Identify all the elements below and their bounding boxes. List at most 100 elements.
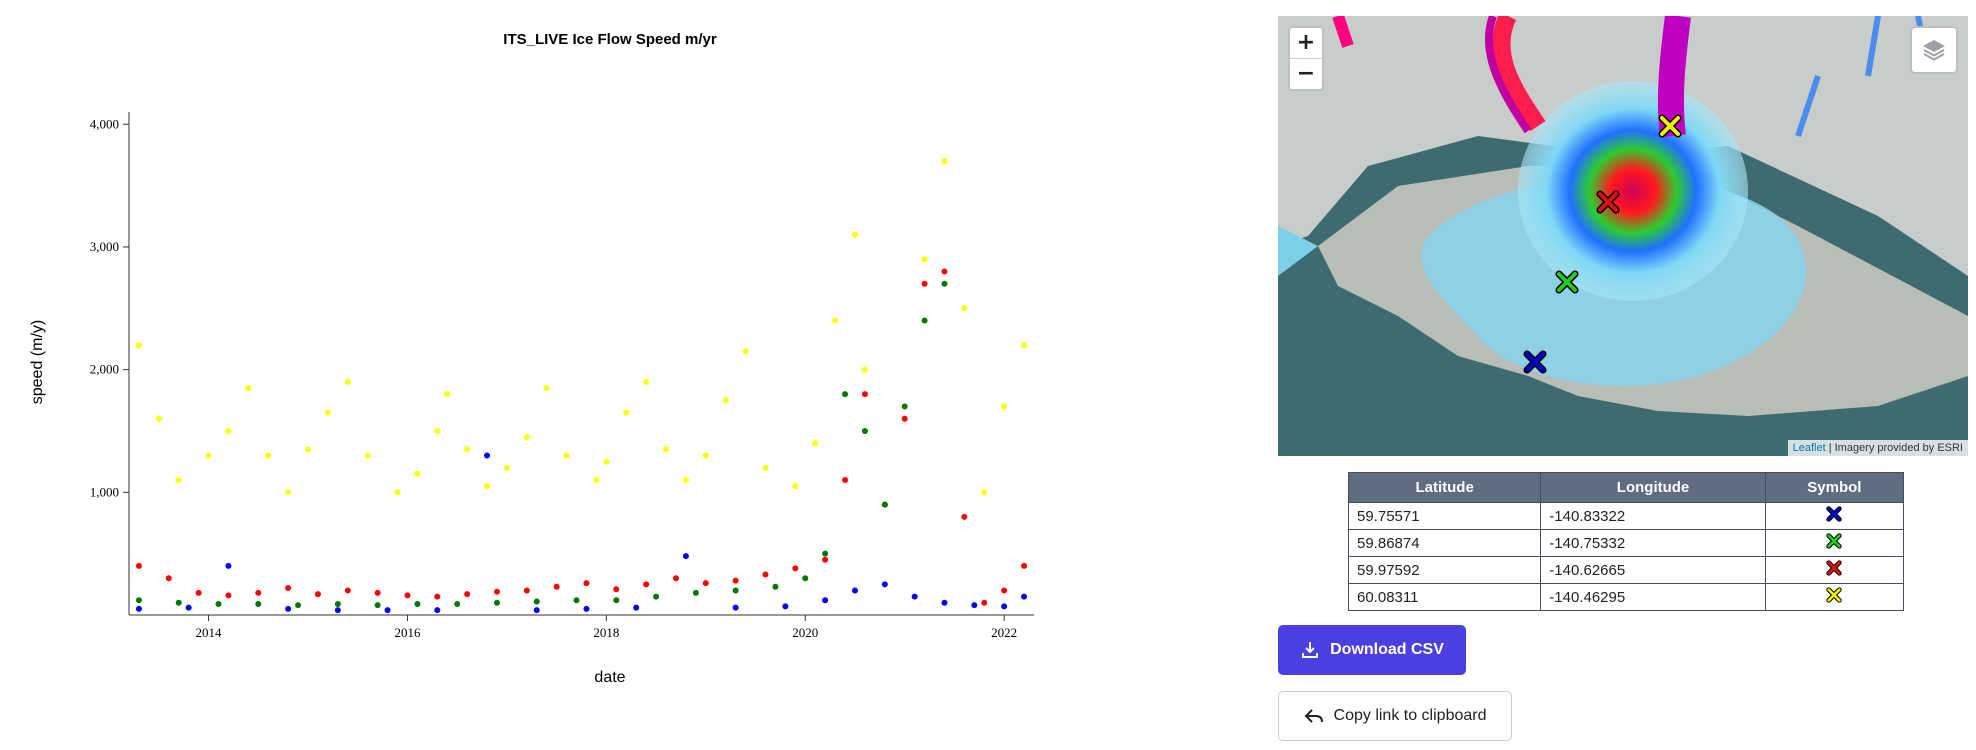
data-point (434, 427, 441, 434)
zoom-control: + − (1288, 26, 1324, 91)
data-point (464, 591, 471, 598)
data-point (225, 562, 232, 569)
longitude-cell: -140.83322 (1540, 502, 1766, 530)
data-point (175, 599, 182, 606)
copy-link-label: Copy link to clipboard (1333, 707, 1487, 724)
latitude-header: Latitude (1347, 472, 1542, 503)
latitude-cell: 60.08311 (1347, 583, 1542, 611)
data-point (553, 583, 560, 590)
data-point (1001, 403, 1008, 410)
symbol-header: Symbol (1764, 472, 1905, 503)
data-point (215, 600, 222, 607)
data-point (941, 280, 948, 287)
symbol-cell (1764, 502, 1905, 530)
data-point (165, 575, 172, 582)
x-ticks: 2014 2016 2018 2020 2022 (196, 615, 1017, 640)
y-axis-label: speed (m/y) (29, 320, 46, 404)
data-point (682, 553, 689, 560)
data-point (941, 268, 948, 275)
data-point (314, 591, 321, 598)
data-point (454, 600, 461, 607)
data-point (762, 464, 769, 471)
map-marker-blue[interactable] (1523, 350, 1547, 374)
data-point (255, 600, 262, 607)
y-ticks: 1,000 2,000 3,000 4,000 (90, 116, 129, 499)
map-marker-green[interactable] (1555, 270, 1579, 294)
zoom-out-button[interactable]: − (1290, 58, 1322, 89)
map-marker-yellow[interactable] (1658, 114, 1682, 138)
download-csv-button[interactable]: Download CSV (1278, 625, 1466, 675)
x-tick-label: 2022 (991, 625, 1017, 640)
points-table: Latitude Longitude Symbol 59.75571 -140.… (1347, 472, 1905, 611)
data-point (414, 470, 421, 477)
layers-button[interactable] (1910, 26, 1958, 74)
data-point (155, 415, 162, 422)
table-row: 60.08311 -140.46295 (1347, 583, 1905, 611)
data-point (493, 588, 500, 595)
copy-link-button[interactable]: Copy link to clipboard (1278, 691, 1512, 741)
share-reply-icon (1304, 709, 1323, 723)
zoom-in-button[interactable]: + (1296, 30, 1316, 55)
data-point (285, 605, 292, 612)
data-point (563, 452, 570, 459)
data-point (135, 342, 142, 349)
data-point (633, 604, 640, 611)
data-point (613, 597, 620, 604)
data-point (981, 599, 988, 606)
data-point (543, 385, 550, 392)
download-csv-label: Download CSV (1330, 641, 1444, 658)
map-marker-red[interactable] (1596, 190, 1620, 214)
longitude-cell: -140.62665 (1540, 556, 1766, 584)
data-point (851, 587, 858, 594)
leaflet-link[interactable]: Leaflet (1792, 442, 1826, 454)
data-point (663, 446, 670, 453)
data-point (981, 489, 988, 496)
data-point (503, 464, 510, 471)
data-point (682, 477, 689, 484)
data-point (941, 599, 948, 606)
data-point (842, 391, 849, 398)
data-point (822, 556, 829, 563)
data-point (1001, 587, 1008, 594)
data-point (613, 586, 620, 593)
data-point (732, 587, 739, 594)
data-point (414, 600, 421, 607)
data-point (493, 599, 500, 606)
data-point (732, 577, 739, 584)
data-point (344, 378, 351, 385)
table-header-row: Latitude Longitude Symbol (1347, 472, 1905, 503)
data-point (921, 280, 928, 287)
symbol-cell (1764, 529, 1905, 557)
data-point (384, 607, 391, 614)
longitude-header: Longitude (1540, 472, 1766, 503)
longitude-cell: -140.75332 (1540, 529, 1766, 557)
map-view[interactable]: + − Leaflet | Imagery provided by ESRI (1278, 16, 1968, 456)
data-point (702, 580, 709, 587)
data-point (484, 452, 491, 459)
data-point (523, 434, 530, 441)
symbol-cell (1764, 556, 1905, 584)
data-point (434, 593, 441, 600)
data-point (593, 477, 600, 484)
data-point (185, 604, 192, 611)
data-point (533, 607, 540, 614)
data-point (573, 597, 580, 604)
data-point (265, 452, 272, 459)
data-point (961, 305, 968, 312)
table-row: 59.97592 -140.62665 (1347, 556, 1905, 584)
x-marker-icon (1826, 533, 1843, 553)
data-point (175, 477, 182, 484)
data-point (842, 477, 849, 484)
data-point (971, 602, 978, 609)
y-tick-label: 1,000 (90, 484, 119, 499)
longitude-cell: -140.46295 (1540, 583, 1766, 611)
x-marker-icon (1826, 560, 1843, 580)
data-point (523, 587, 530, 594)
data-point (881, 581, 888, 588)
data-point (394, 489, 401, 496)
data-point (444, 391, 451, 398)
data-point (941, 158, 948, 165)
data-point (374, 589, 381, 596)
attribution-text: | Imagery provided by ESRI (1828, 442, 1963, 454)
data-point (672, 575, 679, 582)
